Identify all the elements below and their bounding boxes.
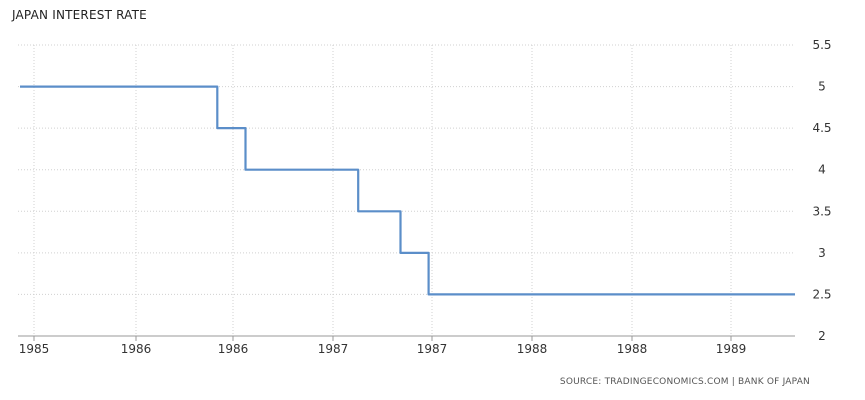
grid	[18, 44, 795, 336]
y-tick-label: 2	[818, 329, 826, 343]
x-tick-label: 1988	[517, 342, 548, 356]
chart-title: JAPAN INTEREST RATE	[12, 8, 147, 22]
x-tick-label: 1985	[19, 342, 50, 356]
y-tick-label: 5.5	[812, 38, 831, 52]
y-tick-label: 2.5	[812, 287, 831, 301]
y-tick-label: 4.5	[812, 121, 831, 135]
x-tick-label: 1987	[318, 342, 349, 356]
y-tick-label: 5	[818, 80, 826, 94]
x-axis-ticks: 1985 1986 1986 1987 1987 1988 1988 1989	[19, 342, 747, 356]
y-axis: 5.5 5 4.5 4 3.5 3 2.5 2	[812, 38, 831, 343]
x-tick-label: 1986	[121, 342, 152, 356]
x-tick-label: 1987	[417, 342, 448, 356]
y-tick-label: 3.5	[812, 204, 831, 218]
y-tick-label: 3	[818, 246, 826, 260]
series-line	[20, 85, 795, 296]
x-tick-label: 1988	[617, 342, 648, 356]
y-tick-label: 4	[818, 163, 826, 177]
x-axis	[18, 335, 795, 341]
x-tick-label: 1986	[218, 342, 249, 356]
series-layer	[20, 85, 795, 296]
source-attribution: SOURCE: TRADINGECONOMICS.COM | BANK OF J…	[559, 377, 810, 387]
x-tick-label: 1989	[716, 342, 747, 356]
